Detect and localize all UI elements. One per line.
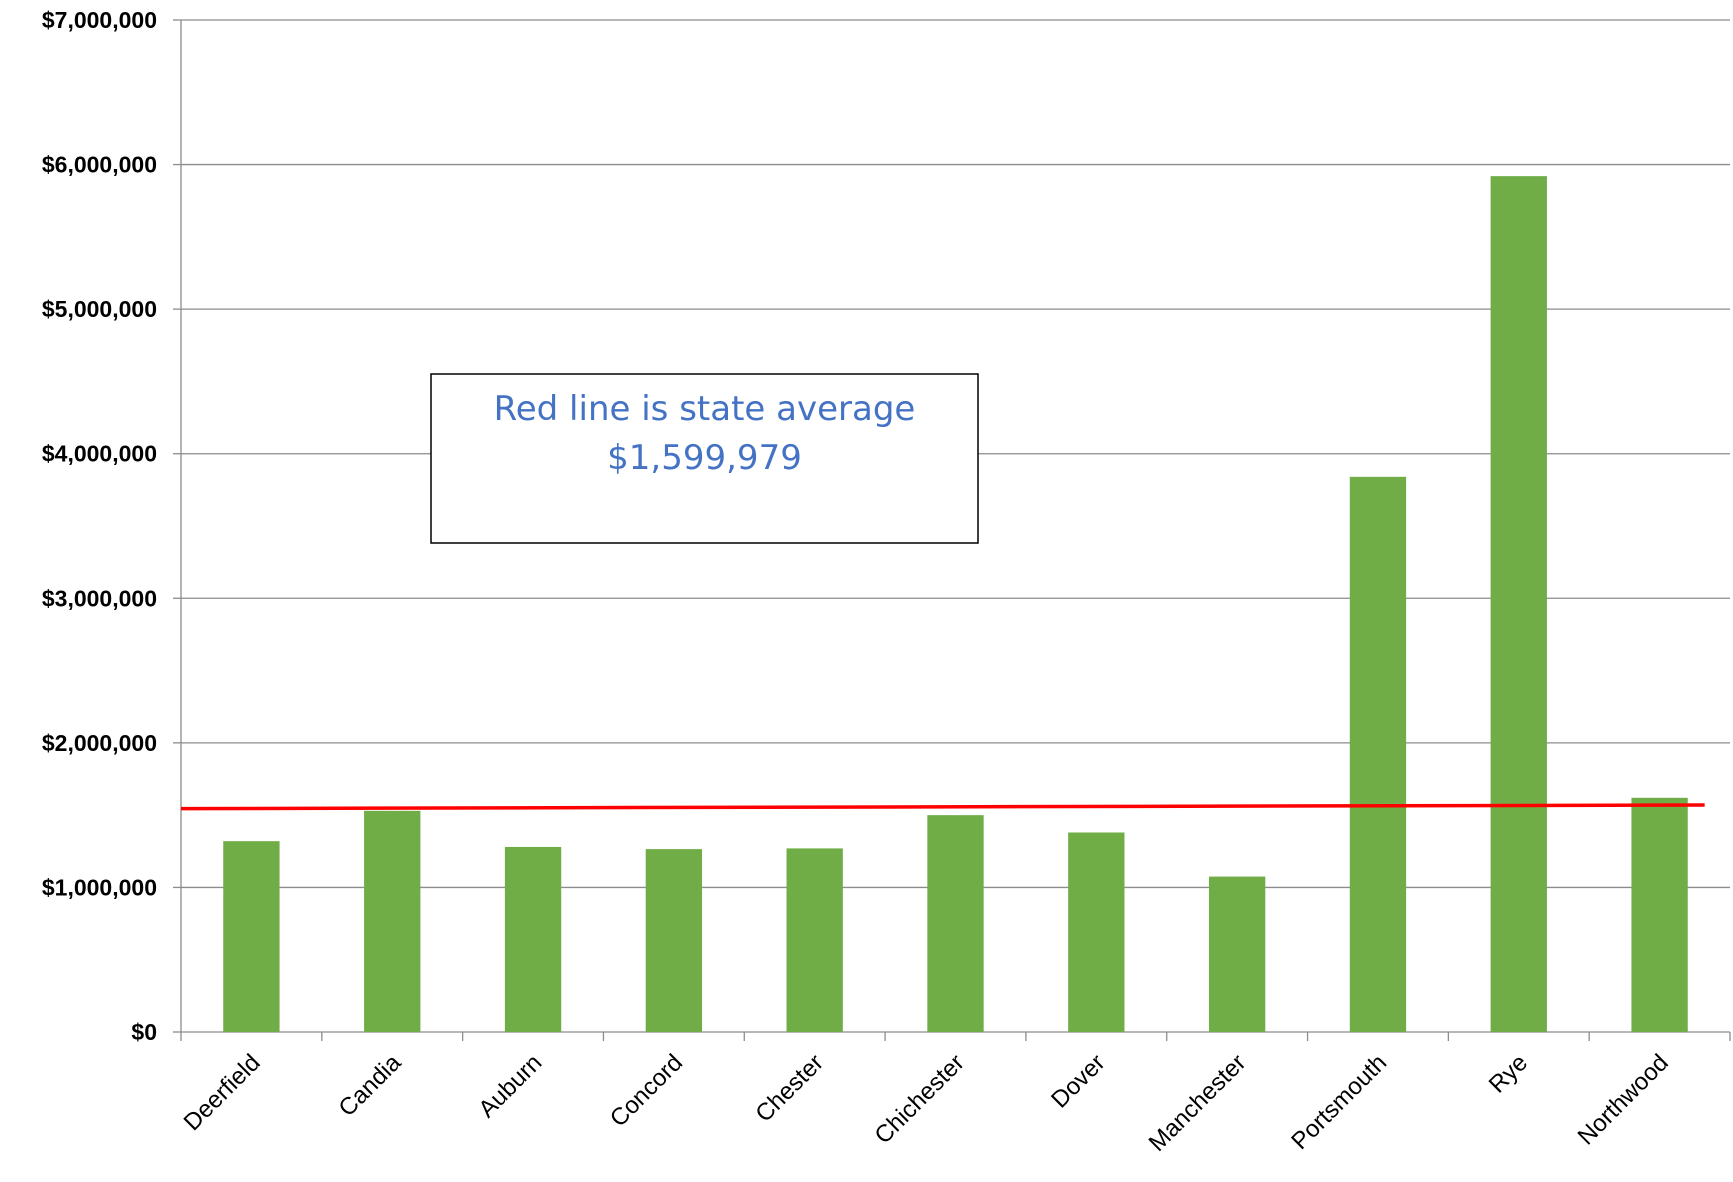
bar-manchester bbox=[1208, 876, 1266, 1032]
x-tick-label: Northwood bbox=[1573, 1049, 1674, 1150]
bar-chichester bbox=[927, 815, 984, 1032]
state-average-reference-line bbox=[180, 803, 1705, 811]
bar-chester bbox=[786, 848, 843, 1032]
annotation-box: Red line is state average $1,599,979 bbox=[430, 373, 979, 544]
y-tick-label: $5,000,000 bbox=[42, 296, 157, 322]
bar-auburn bbox=[504, 846, 562, 1032]
x-tick-label: Rye bbox=[1484, 1049, 1533, 1098]
bar-portsmouth bbox=[1349, 476, 1407, 1032]
x-tick-label: Dover bbox=[1046, 1049, 1110, 1113]
x-tick-label: Candia bbox=[334, 1049, 407, 1122]
x-tick-label: Concord bbox=[605, 1049, 688, 1132]
bar-deerfield bbox=[223, 841, 280, 1032]
y-tick-label: $3,000,000 bbox=[42, 585, 157, 611]
x-tick-label: Chester bbox=[750, 1049, 829, 1128]
bar-rye bbox=[1490, 176, 1547, 1032]
bar-candia bbox=[364, 810, 421, 1032]
y-axis-tick-labels: $0 $1,000,000 $2,000,000 $3,000,000 $4,000,0… bbox=[42, 7, 157, 1045]
bar-concord bbox=[645, 849, 703, 1032]
y-tick-label: $4,000,000 bbox=[42, 441, 157, 467]
annotation-line-2: $1,599,979 bbox=[607, 438, 802, 478]
y-tick-label: $0 bbox=[131, 1019, 157, 1045]
bar-dover bbox=[1068, 832, 1125, 1032]
y-tick-label: $2,000,000 bbox=[42, 730, 157, 756]
x-tick-label: Auburn bbox=[473, 1049, 547, 1123]
x-tick-label: Deerfield bbox=[179, 1049, 266, 1136]
state-average-line bbox=[180, 803, 1705, 811]
x-tick-label: Chichester bbox=[870, 1049, 970, 1149]
annotation-line-1: Red line is state average bbox=[494, 389, 916, 429]
annotation-box-frame bbox=[430, 373, 979, 544]
bar-northwood bbox=[1631, 797, 1688, 1032]
x-axis-tick-labels: Deerfield Candia Auburn Concord Chester Chich… bbox=[179, 1049, 1674, 1157]
bars bbox=[223, 176, 1688, 1032]
y-tick-label: $1,000,000 bbox=[42, 874, 157, 900]
x-tick-label: Portsmouth bbox=[1286, 1049, 1392, 1155]
x-tick-label: Manchester bbox=[1144, 1049, 1252, 1157]
y-tick-label: $6,000,000 bbox=[42, 152, 157, 178]
y-tick-label: $7,000,000 bbox=[42, 7, 157, 33]
